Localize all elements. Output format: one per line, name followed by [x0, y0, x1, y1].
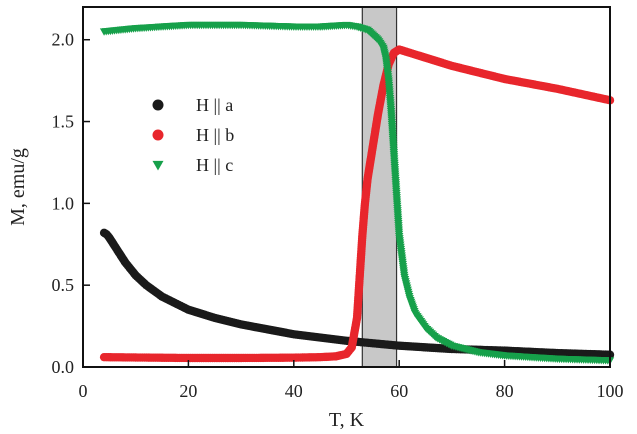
y-axis-title: M, emu/g — [7, 148, 29, 226]
x-tick-label: 0 — [79, 381, 88, 401]
y-tick-label: 1.5 — [52, 112, 75, 132]
x-tick-label: 100 — [597, 381, 624, 401]
series-layer — [99, 21, 615, 365]
legend: H || a H || b H || c — [152, 95, 234, 175]
y-tick-label: 2.0 — [52, 30, 75, 50]
legend-marker — [152, 99, 164, 111]
y-tick-label: 0.5 — [52, 275, 75, 295]
legend-label: H || c — [196, 155, 233, 175]
legend-label: H || a — [196, 95, 233, 115]
x-tick-label: 40 — [285, 381, 303, 401]
legend-marker — [152, 160, 164, 171]
series-2 — [99, 45, 615, 363]
tick-layer: 0 20 40 60 80 100 0.0 0.5 1.0 1.5 2.0 — [52, 30, 624, 401]
x-axis-title: T, K — [329, 409, 365, 431]
x-tick-label: 80 — [496, 381, 514, 401]
legend-marker — [152, 129, 164, 141]
series-1 — [99, 228, 615, 359]
y-tick-label: 0.0 — [52, 357, 75, 377]
x-tick-label: 20 — [179, 381, 197, 401]
plot-frame — [82, 6, 611, 368]
y-tick-label: 1.0 — [52, 193, 75, 213]
x-tick-label: 60 — [390, 381, 408, 401]
legend-label: H || b — [196, 125, 234, 145]
series-3 — [99, 21, 615, 365]
